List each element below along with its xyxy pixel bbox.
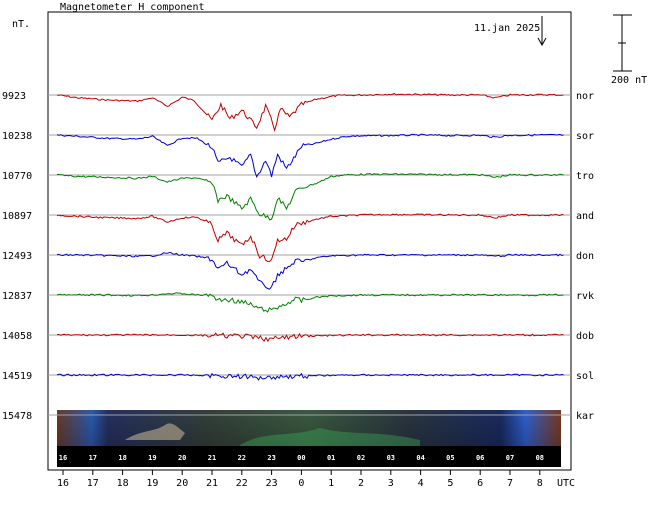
x-tick-label: 6	[477, 478, 483, 489]
station-label-nor: nor	[576, 91, 594, 102]
keogram-hour-label: 02	[357, 454, 365, 462]
baseline-value-kar: 15478	[2, 411, 32, 422]
x-tick-label: 0	[298, 478, 304, 489]
date-arrow-icon	[537, 16, 547, 47]
trace-and	[56, 213, 564, 263]
x-tick-label: 8	[537, 478, 543, 489]
x-tick-label: 1	[328, 478, 334, 489]
x-tick-label: 5	[447, 478, 453, 489]
station-label-sor: sor	[576, 131, 594, 142]
x-tick-label: 7	[507, 478, 513, 489]
keogram-hour-label: 05	[446, 454, 454, 462]
y-unit-label: nT.	[12, 19, 30, 30]
x-tick-label: 4	[418, 478, 424, 489]
keogram-hour-label: 04	[416, 454, 424, 462]
trace-tro	[56, 172, 564, 221]
station-label-rvk: rvk	[576, 291, 594, 302]
keogram-hour-label: 19	[148, 454, 156, 462]
x-tick-label: 16	[57, 478, 69, 489]
baseline-value-tro: 10770	[2, 171, 32, 182]
x-tick-label: 2	[358, 478, 364, 489]
baseline-value-sol: 14519	[2, 371, 32, 382]
station-label-tro: tro	[576, 171, 594, 182]
keogram-hour-label: 07	[506, 454, 514, 462]
station-label-sol: sol	[576, 371, 594, 382]
trace-dob	[56, 332, 564, 343]
station-label-and: and	[576, 211, 594, 222]
trace-sol	[56, 372, 564, 381]
x-tick-label: 3	[388, 478, 394, 489]
trace-nor	[56, 92, 564, 133]
x-tick-label: 17	[87, 478, 99, 489]
x-axis-label: UTC	[557, 478, 575, 489]
keogram-hour-label: 00	[297, 454, 305, 462]
station-label-don: don	[576, 251, 594, 262]
keogram-hour-label: 21	[208, 454, 216, 462]
keogram-hour-label: 23	[267, 454, 275, 462]
x-tick-label: 21	[206, 478, 218, 489]
station-label-dob: dob	[576, 331, 594, 342]
keogram-hour-label: 22	[238, 454, 246, 462]
keogram-hour-label: 18	[118, 454, 126, 462]
x-tick-label: 19	[146, 478, 158, 489]
trace-don	[56, 252, 564, 290]
keogram-hour-label: 06	[476, 454, 484, 462]
date-label: 11.jan 2025	[474, 23, 540, 34]
baseline-value-rvk: 12837	[2, 291, 32, 302]
chart-title: Magnetometer H component	[60, 2, 205, 13]
station-label-kar: kar	[576, 411, 594, 422]
keogram-hour-label: 16	[59, 454, 67, 462]
scale-bar	[613, 14, 632, 72]
trace-rvk	[56, 292, 564, 313]
keogram-hour-label: 01	[327, 454, 335, 462]
trace-sor	[56, 133, 564, 178]
x-tick-label: 22	[236, 478, 248, 489]
x-tick-label: 20	[176, 478, 188, 489]
keogram-hour-label: 17	[89, 454, 97, 462]
keogram-hour-label: 03	[387, 454, 395, 462]
keogram-hour-label: 20	[178, 454, 186, 462]
keogram-image	[57, 410, 561, 467]
keogram-hour-label: 08	[536, 454, 544, 462]
baseline-value-sor: 10238	[2, 131, 32, 142]
scale-bar-label: 200 nT	[611, 75, 647, 86]
x-tick-label: 23	[266, 478, 278, 489]
plot-frame	[47, 11, 572, 471]
baseline-value-don: 12493	[2, 251, 32, 262]
baseline-value-nor: 9923	[2, 91, 26, 102]
x-tick-label: 18	[117, 478, 129, 489]
baseline-value-and: 10897	[2, 211, 32, 222]
baseline-value-dob: 14058	[2, 331, 32, 342]
